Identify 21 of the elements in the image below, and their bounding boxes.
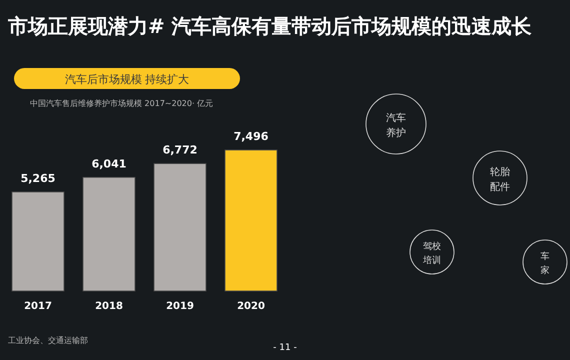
x-tick-label: 2018 — [95, 301, 123, 312]
data-label: 6,772 — [162, 144, 198, 157]
text: 工业协会、交通运输部 — [8, 336, 88, 345]
text: 车家 — [540, 251, 550, 276]
x-tick-label: 2019 — [166, 301, 194, 312]
chart-title: 市场正展现潜力# 汽车高保有量带动后市场规模的迅速成长 — [7, 14, 533, 38]
bar — [154, 163, 206, 292]
text: 驾校培训 — [422, 241, 441, 266]
data-label: 6,041 — [92, 157, 126, 170]
data-label: 5,265 — [20, 172, 56, 185]
bar — [12, 192, 64, 292]
data-label: 7,496 — [234, 130, 269, 143]
chart-subtitle: 汽车后市场规模 持续扩大 — [64, 73, 190, 86]
text: 轮胎配件 — [490, 166, 510, 193]
bar — [82, 176, 136, 292]
bar — [224, 150, 278, 292]
text: - 11 - — [273, 343, 297, 353]
text: 汽车养护 — [386, 112, 406, 139]
x-tick-label: 2020 — [237, 301, 265, 312]
text: 中国汽车售后维修养护市场规模 2017~2020· 亿元 — [30, 99, 214, 108]
x-tick-label: 2017 — [24, 301, 52, 312]
